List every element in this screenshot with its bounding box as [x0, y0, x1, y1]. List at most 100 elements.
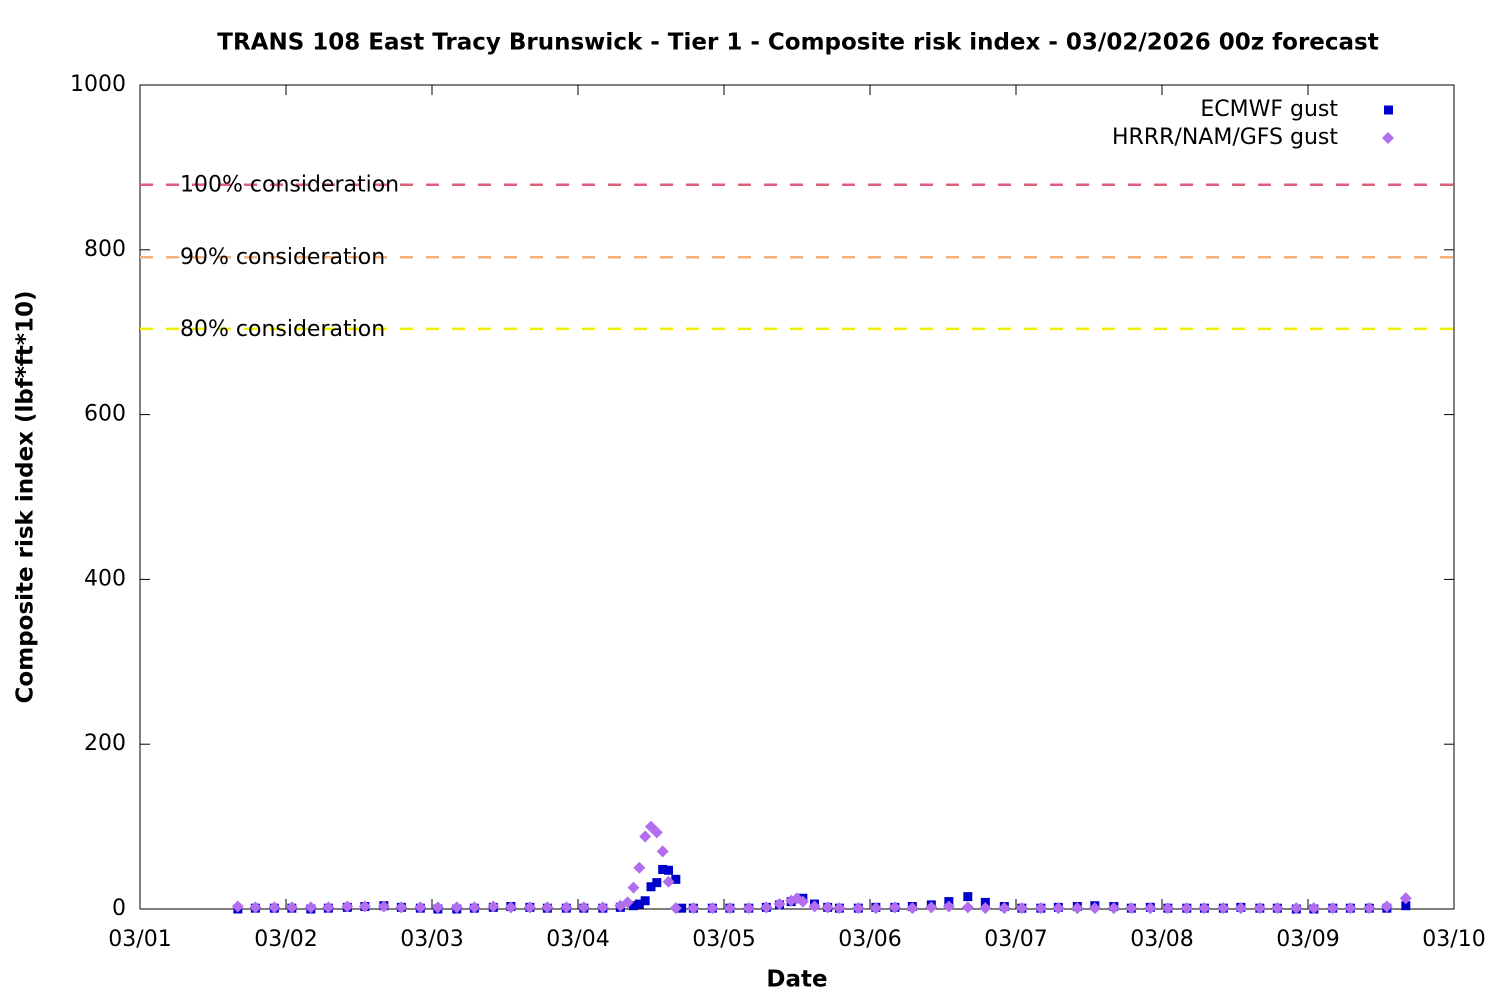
y-tick-label: 0 [112, 896, 126, 921]
hrrr-point [998, 902, 1011, 915]
hrrr-point [1290, 902, 1303, 915]
hrrr-point [1071, 902, 1084, 915]
hrrr-point [450, 901, 463, 914]
ecmwf-point [640, 896, 650, 906]
hrrr-point [961, 901, 974, 914]
hrrr-point [1198, 902, 1211, 915]
hrrr-point [925, 901, 938, 914]
hrrr-point [852, 902, 865, 915]
hrrr-point [706, 902, 719, 915]
hrrr-point [656, 845, 669, 858]
x-tick-label: 03/04 [546, 927, 609, 952]
x-tick-label: 03/07 [984, 927, 1047, 952]
hrrr-point [322, 901, 335, 914]
hrrr-point [285, 901, 298, 914]
x-tick-label: 03/03 [400, 927, 463, 952]
x-tick-label: 03/05 [692, 927, 755, 952]
hrrr-point [888, 901, 901, 914]
x-tick-label: 03/09 [1276, 927, 1339, 952]
y-tick-label: 800 [84, 237, 126, 262]
hrrr-point [541, 901, 554, 914]
hrrr-point [231, 900, 244, 913]
ecmwf-point [664, 865, 674, 875]
hrrr-point [1144, 902, 1157, 915]
hrrr-point [773, 898, 786, 911]
reference-label: 90% consideration [180, 245, 385, 270]
hrrr-point [979, 902, 992, 915]
hrrr-point [1180, 902, 1193, 915]
hrrr-point [1217, 902, 1230, 915]
hrrr-point [487, 900, 500, 913]
hrrr-point [627, 881, 640, 894]
x-tick-label: 03/02 [254, 927, 317, 952]
hrrr-point [760, 901, 773, 914]
hrrr-point [1271, 902, 1284, 915]
ecmwf-point [652, 878, 662, 888]
hrrr-point [377, 900, 390, 913]
plot-frame [139, 84, 1455, 910]
ecmwf-point [963, 892, 973, 902]
hrrr-point [504, 901, 517, 914]
hrrr-point [1015, 902, 1028, 915]
hrrr-point [1161, 902, 1174, 915]
reference-label: 80% consideration [180, 317, 385, 342]
hrrr-point [833, 902, 846, 915]
x-tick-label: 03/06 [838, 927, 901, 952]
x-tick-label: 03/10 [1422, 927, 1485, 952]
ecmwf-point [671, 874, 681, 884]
hrrr-point [1034, 902, 1047, 915]
hrrr-point [942, 900, 955, 913]
hrrr-point [1344, 902, 1357, 915]
hrrr-point [669, 902, 682, 915]
hrrr-point [662, 875, 675, 888]
ecmwf-point [634, 899, 644, 909]
hrrr-point [808, 900, 821, 913]
y-tick-label: 600 [84, 402, 126, 427]
legend-label: ECMWF gust [1200, 97, 1338, 122]
hrrr-point [796, 895, 809, 908]
hrrr-point [596, 901, 609, 914]
y-tick-label: 200 [84, 731, 126, 756]
hrrr-point [523, 901, 536, 914]
legend-marker [1382, 132, 1394, 144]
hrrr-point [431, 901, 444, 914]
hrrr-point [639, 830, 652, 843]
x-tick-label: 03/08 [1130, 927, 1193, 952]
hrrr-point [821, 901, 834, 914]
hrrr-point [468, 901, 481, 914]
hrrr-point [650, 826, 663, 839]
ecmwf-point [628, 901, 638, 911]
hrrr-point [341, 900, 354, 913]
hrrr-point [249, 901, 262, 914]
legend-marker [1384, 105, 1393, 115]
hrrr-point [869, 902, 882, 915]
hrrr-point [414, 901, 427, 914]
hrrr-point [1107, 902, 1120, 915]
hrrr-point [1253, 902, 1266, 915]
y-axis-label: Composite risk index (lbf*ft*10) [13, 291, 39, 704]
chart-title: TRANS 108 East Tracy Brunswick - Tier 1 … [217, 30, 1379, 56]
hrrr-point [1307, 902, 1320, 915]
hrrr-point [621, 896, 634, 909]
x-axis-label: Date [766, 967, 827, 993]
hrrr-point [1399, 892, 1412, 905]
hrrr-point [742, 902, 755, 915]
hrrr-point [723, 902, 736, 915]
hrrr-point [1363, 902, 1376, 915]
reference-label: 100% consideration [180, 173, 399, 198]
hrrr-point [560, 901, 573, 914]
y-tick-label: 1000 [70, 72, 126, 97]
hrrr-point [1088, 902, 1101, 915]
ecmwf-point [1401, 901, 1411, 911]
ecmwf-point [646, 882, 656, 892]
legend-label: HRRR/NAM/GFS gust [1112, 125, 1338, 150]
hrrr-point [1052, 902, 1065, 915]
hrrr-point [906, 902, 919, 915]
hrrr-point [395, 901, 408, 914]
hrrr-point [577, 901, 590, 914]
hrrr-point [1234, 902, 1247, 915]
hrrr-point [633, 861, 646, 874]
hrrr-point [1326, 902, 1339, 915]
